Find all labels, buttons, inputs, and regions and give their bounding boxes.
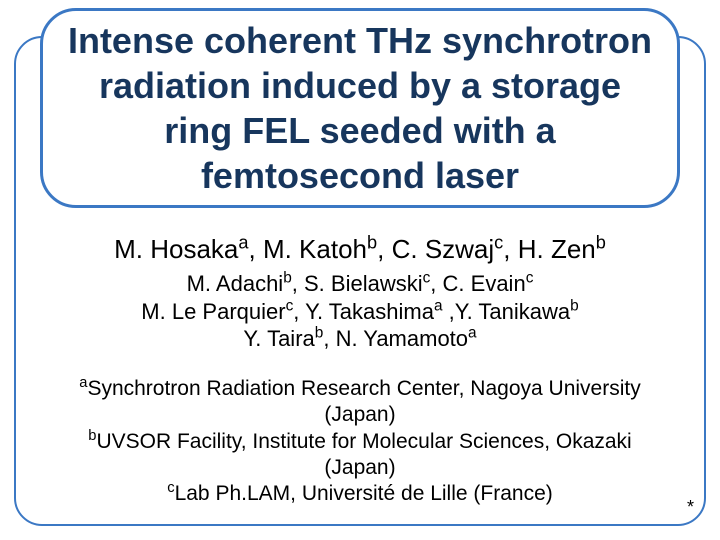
authors-secondary: M. Adachib, S. Bielawskic, C. Evainc M. … — [30, 270, 690, 353]
author-aff: a — [434, 297, 443, 314]
author: M. Hosaka — [114, 234, 238, 264]
affiliation-key: c — [167, 480, 174, 496]
author: Y. Takashima — [305, 299, 434, 324]
author-aff: c — [526, 270, 534, 287]
author-aff: c — [423, 270, 431, 287]
footer-asterisk: * — [687, 497, 694, 518]
author-aff: b — [596, 232, 606, 252]
author: C. Evain — [443, 271, 526, 296]
author: M. Adachi — [187, 271, 284, 296]
author: N. Yamamoto — [336, 326, 468, 351]
title-line-4: femtosecond laser — [201, 155, 519, 196]
affiliation-text: (Japan) — [324, 456, 395, 479]
title-box: Intense coherent THz synchrotron radiati… — [40, 8, 680, 208]
affiliations: aSynchrotron Radiation Research Center, … — [30, 376, 690, 507]
title-line-1: Intense coherent THz synchrotron — [68, 20, 652, 61]
author-aff: b — [315, 325, 324, 342]
author-aff: b — [367, 232, 377, 252]
author-aff: b — [283, 270, 292, 287]
affiliation-text: UVSOR Facility, Institute for Molecular … — [96, 430, 631, 453]
author-aff: c — [494, 232, 503, 252]
author: C. Szwaj — [392, 234, 495, 264]
author: M. Katoh — [263, 234, 367, 264]
affiliation-text: Lab Ph.LAM, Université de Lille (France) — [175, 482, 553, 505]
title-line-3: ring FEL seeded with a — [164, 110, 555, 151]
authors-primary: M. Hosakaa, M. Katohb, C. Szwajc, H. Zen… — [30, 234, 690, 265]
affiliation-text: (Japan) — [324, 403, 395, 426]
affiliation-text: Synchrotron Radiation Research Center, N… — [87, 377, 640, 400]
author: M. Le Parquier — [141, 299, 285, 324]
author: H. Zen — [518, 234, 596, 264]
author: S. Bielawski — [304, 271, 423, 296]
author-aff: b — [570, 297, 579, 314]
title-line-2: radiation induced by a storage — [99, 65, 621, 106]
author: Y. Taira — [243, 326, 314, 351]
author: Y. Tanikawa — [455, 299, 570, 324]
slide-title: Intense coherent THz synchrotron radiati… — [68, 18, 652, 198]
author-aff: a — [238, 232, 248, 252]
author-aff: a — [468, 325, 477, 342]
author-aff: c — [286, 297, 294, 314]
